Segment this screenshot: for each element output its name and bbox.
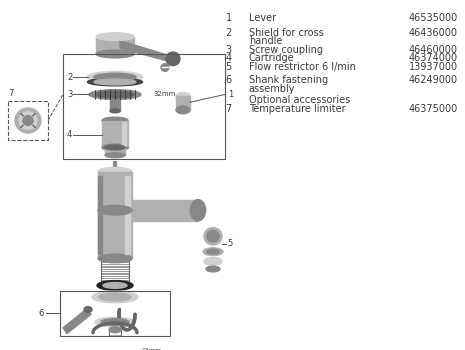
Text: Shank fastening: Shank fastening (249, 75, 328, 85)
Bar (63, 54, 225, 159)
Text: 4: 4 (226, 53, 232, 63)
Ellipse shape (102, 117, 128, 124)
Ellipse shape (207, 230, 219, 242)
Bar (96, 37, 134, 54)
Text: 6: 6 (38, 309, 43, 318)
Bar (128, 199, 198, 221)
Text: Optional accessories: Optional accessories (249, 95, 350, 105)
Ellipse shape (94, 73, 136, 81)
Ellipse shape (204, 228, 222, 245)
Ellipse shape (101, 319, 129, 326)
Bar (8, 101, 48, 140)
Circle shape (166, 52, 180, 65)
Ellipse shape (106, 339, 115, 348)
Ellipse shape (109, 327, 121, 332)
Ellipse shape (203, 248, 223, 256)
Ellipse shape (97, 281, 133, 290)
Text: Temperature limiter: Temperature limiter (249, 104, 345, 114)
Ellipse shape (96, 50, 134, 58)
Ellipse shape (87, 71, 142, 83)
Text: 13mm: 13mm (141, 348, 161, 350)
Ellipse shape (92, 291, 138, 303)
Text: 2: 2 (67, 73, 72, 82)
Ellipse shape (98, 167, 132, 176)
Text: Shield for cross: Shield for cross (249, 28, 324, 38)
Ellipse shape (103, 282, 127, 288)
Text: 46460000: 46460000 (409, 44, 458, 55)
Ellipse shape (190, 199, 206, 221)
Text: 46249000: 46249000 (409, 75, 458, 85)
Text: 6: 6 (226, 75, 232, 85)
Text: 1: 1 (226, 14, 232, 23)
Text: 46436000: 46436000 (409, 28, 458, 38)
Ellipse shape (176, 92, 190, 100)
Ellipse shape (105, 153, 125, 158)
Text: 46375000: 46375000 (409, 104, 458, 114)
Ellipse shape (96, 33, 134, 41)
Text: Lever: Lever (249, 14, 276, 23)
Text: 5: 5 (227, 239, 232, 248)
Bar (107, 343, 116, 350)
Text: 32mm: 32mm (153, 91, 175, 97)
Ellipse shape (96, 91, 134, 98)
Ellipse shape (94, 79, 136, 85)
Bar (125, 176, 130, 254)
Bar (110, 99, 120, 111)
Text: 46374000: 46374000 (409, 53, 458, 63)
Text: 13937000: 13937000 (409, 62, 458, 72)
Text: 7: 7 (8, 89, 13, 98)
Text: handle: handle (249, 36, 282, 46)
Ellipse shape (84, 307, 92, 313)
Ellipse shape (105, 145, 125, 150)
Bar (102, 120, 128, 148)
Ellipse shape (98, 254, 132, 263)
Text: 3: 3 (67, 90, 73, 99)
Circle shape (23, 116, 33, 125)
Text: Cartridge: Cartridge (249, 53, 294, 63)
Text: 5: 5 (226, 62, 232, 72)
Ellipse shape (87, 78, 142, 86)
Text: 2: 2 (226, 28, 232, 38)
Polygon shape (120, 41, 170, 62)
Ellipse shape (206, 249, 219, 254)
Bar (122, 122, 126, 146)
Ellipse shape (127, 340, 139, 346)
Ellipse shape (176, 106, 190, 114)
Text: 7: 7 (226, 104, 232, 114)
Ellipse shape (99, 293, 131, 301)
Bar (127, 343, 138, 350)
Circle shape (15, 108, 41, 133)
Ellipse shape (95, 317, 135, 327)
Text: Screw coupling: Screw coupling (249, 44, 323, 55)
Ellipse shape (206, 266, 220, 272)
Ellipse shape (204, 258, 222, 265)
Ellipse shape (102, 144, 128, 151)
Text: 1: 1 (228, 90, 233, 99)
Text: 3: 3 (226, 44, 232, 55)
Circle shape (161, 64, 169, 71)
Text: Flow restrictor 6 l/min: Flow restrictor 6 l/min (249, 62, 356, 72)
Ellipse shape (89, 90, 141, 99)
Bar (60, 291, 170, 336)
Bar (105, 148, 125, 155)
Bar (98, 172, 132, 258)
Bar (98, 176, 102, 254)
Circle shape (19, 112, 37, 129)
Text: 46535000: 46535000 (409, 14, 458, 23)
Ellipse shape (110, 109, 120, 113)
Text: assembly: assembly (249, 84, 295, 93)
Polygon shape (63, 309, 91, 334)
Bar (176, 97, 190, 110)
Ellipse shape (98, 205, 132, 215)
Text: 4: 4 (67, 131, 72, 140)
